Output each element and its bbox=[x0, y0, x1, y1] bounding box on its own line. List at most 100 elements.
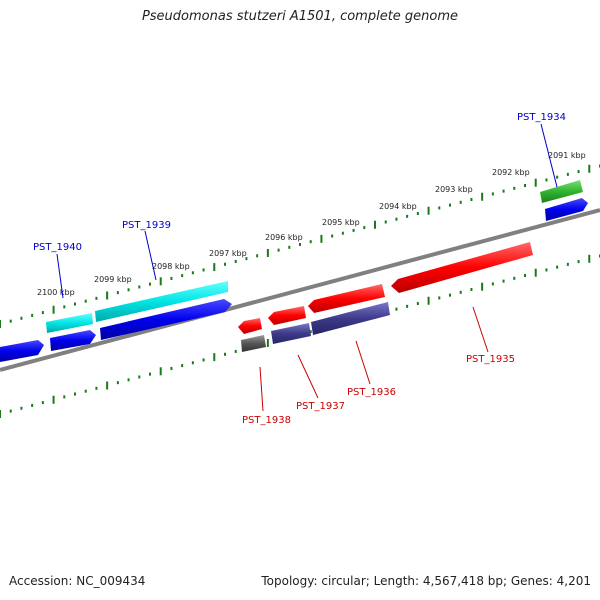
minor-tick bbox=[224, 352, 226, 356]
minor-tick bbox=[566, 262, 569, 266]
gene-gray-1938[interactable] bbox=[241, 335, 266, 352]
gene-label-pst-1934[interactable]: PST_1934 bbox=[517, 112, 566, 123]
tick-label-2095: 2095 kbp bbox=[322, 218, 360, 227]
gene-red-small[interactable] bbox=[238, 318, 262, 334]
minor-tick bbox=[74, 392, 76, 396]
minor-tick bbox=[309, 240, 312, 244]
accession-text: Accession: NC_009434 bbox=[9, 574, 146, 588]
gene-label-pst-1936[interactable]: PST_1936 bbox=[347, 387, 396, 398]
minor-tick bbox=[577, 260, 580, 264]
minor-tick bbox=[9, 409, 12, 413]
minor-tick bbox=[149, 372, 151, 376]
major-tick bbox=[588, 254, 591, 263]
minor-tick bbox=[9, 319, 12, 323]
minor-tick bbox=[491, 282, 494, 286]
gene-pst-1940-arrow[interactable] bbox=[50, 330, 96, 351]
minor-tick bbox=[406, 304, 409, 308]
minor-tick bbox=[491, 192, 494, 196]
minor-tick bbox=[363, 226, 366, 230]
major-tick bbox=[213, 263, 216, 272]
major-tick bbox=[588, 164, 591, 173]
minor-tick bbox=[202, 358, 205, 362]
gene-label-pst-1938[interactable]: PST_1938 bbox=[242, 415, 291, 426]
tick-label-2096: 2096 kbp bbox=[265, 233, 303, 242]
minor-tick bbox=[127, 288, 130, 292]
gene-label-pst-1935[interactable]: PST_1935 bbox=[466, 354, 515, 365]
minor-tick bbox=[556, 265, 559, 269]
gene-red-1935[interactable] bbox=[391, 242, 533, 293]
gene-cyan-1[interactable] bbox=[46, 313, 93, 333]
minor-tick bbox=[245, 257, 248, 261]
gene-green-1934[interactable] bbox=[540, 180, 583, 203]
gene-purple-1936[interactable] bbox=[311, 302, 390, 335]
leader-pst-1934 bbox=[540, 123, 558, 188]
tick-label-2097: 2097 kbp bbox=[209, 249, 247, 258]
major-tick bbox=[159, 277, 162, 286]
minor-tick bbox=[299, 243, 301, 246]
minor-tick bbox=[127, 378, 130, 382]
minor-tick bbox=[20, 316, 23, 320]
minor-tick bbox=[459, 290, 462, 294]
minor-tick bbox=[566, 172, 569, 176]
genome-stats-text: Topology: circular; Length: 4,567,418 bp… bbox=[261, 574, 591, 588]
genome-title: Pseudomonas stutzeri A1501, complete gen… bbox=[141, 9, 459, 24]
gene-pst-1939-arrow[interactable] bbox=[100, 299, 232, 340]
major-tick bbox=[481, 282, 484, 291]
minor-tick bbox=[63, 305, 66, 309]
minor-tick bbox=[116, 291, 119, 295]
genome-backbone bbox=[0, 208, 600, 372]
minor-tick bbox=[31, 403, 34, 407]
minor-tick bbox=[191, 361, 194, 365]
gene-red-1936[interactable] bbox=[308, 284, 385, 313]
minor-tick bbox=[74, 302, 76, 306]
minor-tick bbox=[138, 285, 141, 289]
minor-tick bbox=[513, 276, 516, 280]
minor-tick bbox=[556, 175, 559, 179]
minor-tick bbox=[309, 330, 312, 334]
minor-tick bbox=[545, 268, 548, 272]
minor-tick bbox=[181, 364, 184, 368]
minor-tick bbox=[288, 245, 291, 249]
major-tick bbox=[534, 268, 537, 277]
tick-label-2098: 2098 kbp bbox=[152, 262, 190, 271]
major-tick bbox=[374, 220, 376, 229]
minor-tick bbox=[234, 349, 237, 353]
major-tick bbox=[52, 305, 55, 314]
minor-tick bbox=[31, 313, 34, 317]
gene-label-pst-1940[interactable]: PST_1940 bbox=[33, 242, 82, 253]
minor-tick bbox=[116, 381, 119, 385]
leader-pst-1936 bbox=[355, 340, 371, 385]
gene-red-1937[interactable] bbox=[268, 306, 306, 325]
major-tick bbox=[534, 178, 537, 187]
minor-tick bbox=[20, 406, 23, 410]
gene-cyan-2[interactable] bbox=[95, 281, 228, 322]
minor-tick bbox=[524, 184, 526, 188]
minor-tick bbox=[406, 214, 409, 218]
tick-label-2100: 2100 kbp bbox=[37, 288, 75, 297]
major-tick bbox=[0, 410, 1, 418]
major-tick bbox=[427, 206, 430, 215]
minor-tick bbox=[449, 203, 451, 207]
leader-pst-1935 bbox=[472, 306, 489, 353]
gene-forward-left-blue[interactable] bbox=[0, 340, 44, 362]
minor-tick bbox=[95, 296, 98, 300]
minor-tick bbox=[502, 279, 505, 283]
minor-tick bbox=[256, 254, 259, 258]
minor-tick bbox=[395, 217, 398, 221]
tick-label-2093: 2093 kbp bbox=[435, 185, 473, 194]
major-tick bbox=[52, 395, 55, 404]
minor-tick bbox=[470, 288, 473, 292]
minor-tick bbox=[384, 220, 387, 224]
gene-label-pst-1939[interactable]: PST_1939 bbox=[122, 220, 171, 231]
minor-tick bbox=[202, 268, 205, 272]
gene-label-pst-1937[interactable]: PST_1937 bbox=[296, 401, 345, 412]
minor-tick bbox=[191, 271, 194, 275]
minor-tick bbox=[95, 386, 98, 390]
tick-label-2094: 2094 kbp bbox=[379, 202, 417, 211]
major-tick bbox=[213, 353, 216, 362]
gene-purple-1937[interactable] bbox=[271, 323, 311, 344]
minor-tick bbox=[138, 375, 141, 379]
gene-pst-1934-arrow[interactable] bbox=[545, 198, 588, 221]
minor-tick bbox=[449, 293, 451, 297]
minor-tick bbox=[470, 198, 473, 202]
